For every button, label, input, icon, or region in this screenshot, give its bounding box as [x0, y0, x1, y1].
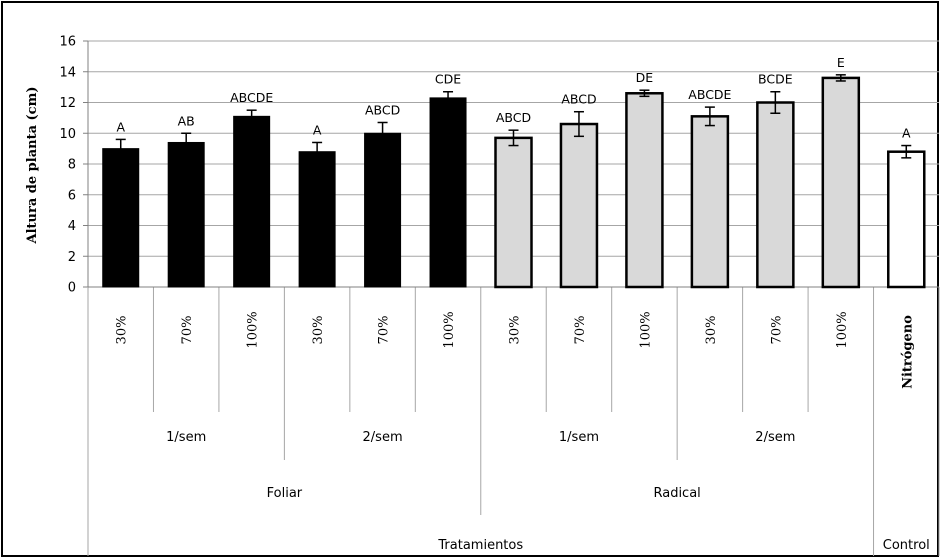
- data-label: BCDE: [758, 72, 793, 87]
- bar: [690, 115, 730, 289]
- data-label: CDE: [435, 72, 461, 87]
- bar: [821, 76, 861, 289]
- category-label: 70%: [573, 316, 588, 345]
- category-label: 30%: [508, 316, 523, 345]
- y-axis-label: Altura de planta (cm): [25, 87, 40, 245]
- y-tick-label: 0: [68, 281, 76, 296]
- category-label: 30%: [311, 316, 326, 345]
- bar: [102, 148, 140, 288]
- data-label: ABCDE: [688, 87, 731, 102]
- bar: [167, 141, 205, 288]
- group-label-frequency: 2/sem: [363, 430, 403, 445]
- bar: [364, 132, 402, 288]
- data-label: AB: [178, 113, 195, 128]
- bar: [625, 92, 664, 289]
- y-tick-label: 4: [68, 219, 76, 234]
- category-label: 70%: [377, 316, 392, 345]
- bar: [298, 151, 336, 288]
- category-label: 100%: [835, 311, 850, 348]
- data-label: ABCD: [561, 92, 596, 107]
- group-label-application: Foliar: [267, 486, 303, 501]
- y-tick-label: 6: [68, 188, 76, 203]
- data-label: A: [902, 126, 911, 141]
- group-label-application: Radical: [653, 486, 700, 501]
- group-label-control: Control: [883, 538, 930, 553]
- group-label-treatment: Tratamientos: [437, 538, 523, 553]
- category-label: 100%: [442, 311, 457, 348]
- group-label-frequency: 1/sem: [166, 430, 206, 445]
- category-label: 30%: [115, 316, 130, 345]
- group-label-frequency: 2/sem: [755, 430, 795, 445]
- y-tick-label: 14: [59, 65, 76, 80]
- data-label: A: [313, 122, 322, 137]
- category-label: Nitrógeno: [900, 315, 915, 389]
- bar: [233, 115, 271, 288]
- category-label: 100%: [638, 311, 653, 348]
- category-label: 70%: [769, 316, 784, 345]
- y-tick-label: 12: [59, 96, 76, 111]
- bar: [887, 150, 926, 289]
- y-tick-label: 8: [68, 158, 76, 173]
- data-label: ABCDE: [230, 90, 273, 105]
- y-tick-label: 2: [68, 250, 76, 265]
- data-label: DE: [636, 70, 654, 85]
- bar: [429, 97, 467, 288]
- data-label: ABCD: [365, 102, 400, 117]
- group-label-frequency: 1/sem: [559, 430, 599, 445]
- y-tick-label: 10: [59, 127, 76, 142]
- bar: [559, 122, 599, 289]
- category-label: 70%: [180, 316, 195, 345]
- data-label: E: [837, 55, 845, 70]
- category-label: 100%: [246, 311, 261, 348]
- data-label: ABCD: [496, 110, 531, 125]
- bar: [756, 101, 795, 289]
- bar: [494, 136, 533, 289]
- data-label: A: [116, 119, 125, 134]
- y-tick-label: 16: [59, 35, 76, 50]
- category-label: 30%: [704, 316, 719, 345]
